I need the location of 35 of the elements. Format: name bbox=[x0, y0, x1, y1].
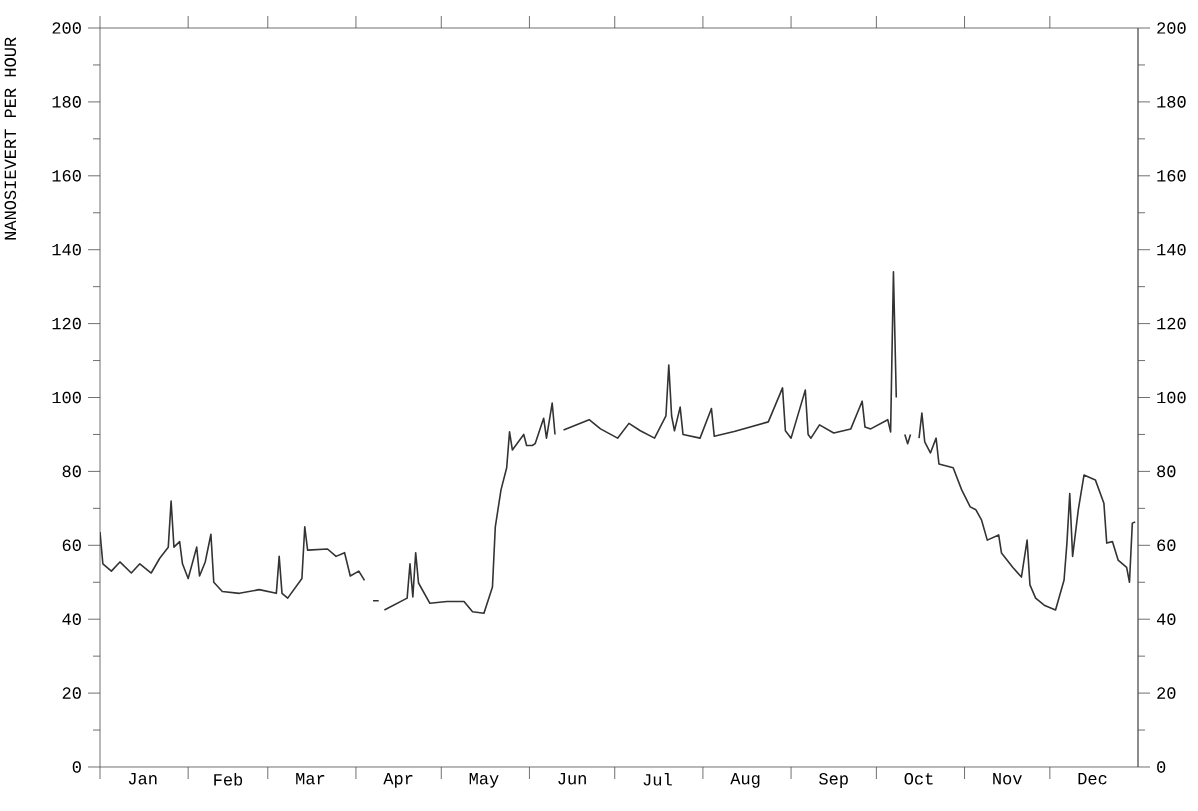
x-tick-label: May bbox=[469, 773, 499, 788]
x-tick-label: Feb bbox=[214, 773, 243, 786]
y-tick-label: 160 bbox=[52, 170, 81, 182]
y-tick-label: 140 bbox=[52, 243, 81, 256]
x-tick-label: Jan bbox=[128, 773, 157, 785]
y-tick-label: 60 bbox=[62, 539, 81, 552]
y2-tick-label: 40 bbox=[1156, 613, 1176, 625]
y2-tick-label: 140 bbox=[1157, 243, 1186, 256]
x-tick-label: Sep bbox=[819, 773, 848, 788]
x-tick-label: Jun bbox=[558, 773, 586, 785]
y-axis-title: NANOSIEVERT PER HOUR bbox=[4, 37, 17, 240]
x-tick-label: Mar bbox=[296, 773, 325, 785]
y2-tick-label: 60 bbox=[1157, 539, 1176, 552]
x-tick-label: Dec bbox=[1078, 773, 1107, 785]
y2-tick-label: 160 bbox=[1157, 170, 1186, 182]
y-tick-label: 100 bbox=[52, 391, 81, 404]
y2-tick-label: 180 bbox=[1157, 96, 1186, 108]
x-tick-label: Jul bbox=[643, 773, 672, 786]
y-tick-label: 200 bbox=[52, 22, 81, 34]
y2-tick-label: 100 bbox=[1157, 391, 1186, 404]
x-tick-label: Aug bbox=[730, 773, 760, 788]
y2-tick-label: 120 bbox=[1157, 317, 1186, 330]
y-tick-label: 20 bbox=[62, 687, 81, 699]
y2-tick-label: 0 bbox=[1157, 761, 1166, 773]
y-tick-label: 80 bbox=[62, 465, 81, 478]
y-tick-label: 0 bbox=[72, 761, 81, 773]
y-tick-label: 120 bbox=[52, 317, 81, 330]
x-tick-label: Apr bbox=[383, 773, 413, 788]
y-tick-label: 40 bbox=[62, 613, 81, 625]
x-tick-label: Oct bbox=[904, 773, 933, 785]
y2-tick-label: 20 bbox=[1157, 687, 1176, 699]
y2-tick-label: 200 bbox=[1157, 22, 1186, 34]
y-tick-label: 180 bbox=[52, 96, 81, 108]
x-tick-label: Nov bbox=[993, 773, 1022, 785]
y2-tick-label: 80 bbox=[1157, 465, 1176, 478]
